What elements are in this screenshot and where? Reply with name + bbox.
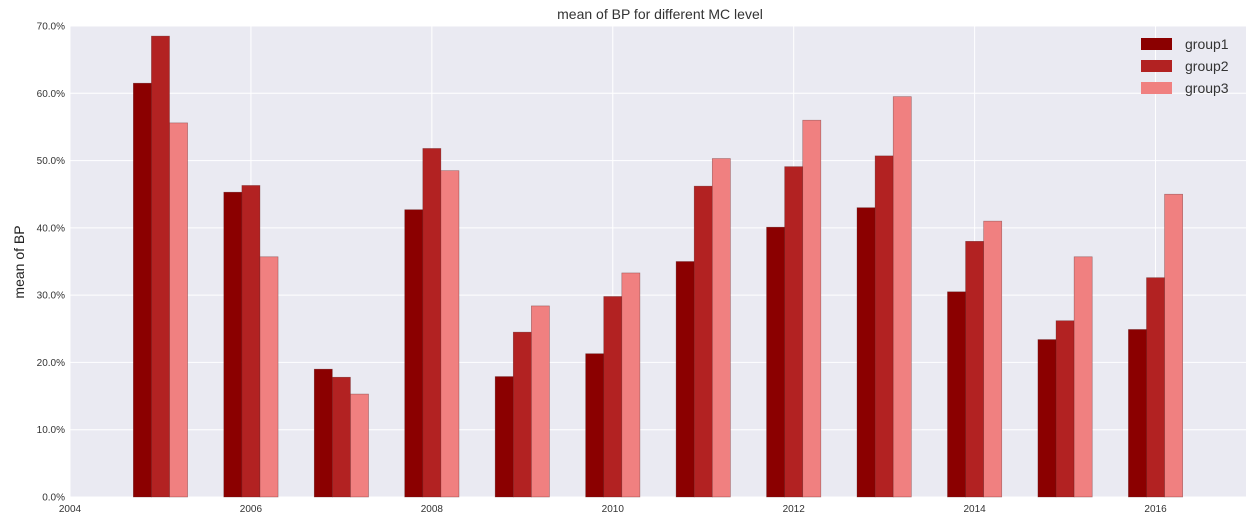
bar-group3-2014 <box>983 220 1003 498</box>
x-axis-ticks: 2004 2006 2008 2010 2012 2014 2016 <box>59 504 1167 515</box>
bar-group1-2015 <box>1037 339 1057 498</box>
bar-group1-2007 <box>313 368 333 498</box>
bar-group1-2016 <box>1128 329 1147 498</box>
x-tick-label: 2008 <box>421 504 444 515</box>
y-tick-label: 10.0% <box>37 425 65 436</box>
bar-group1-2009 <box>494 376 514 498</box>
legend-swatch-group1 <box>1141 38 1172 50</box>
bar-group3-2006 <box>259 256 279 498</box>
bar-group2-2015 <box>1055 320 1075 498</box>
y-axis-ticks: 0.0% 10.0% 20.0% 30.0% 40.0% 50.0% 60.0% 70.0% <box>37 22 65 504</box>
y-tick-label: 50.0% <box>37 156 65 167</box>
bar-group3-2009 <box>531 305 550 498</box>
legend-swatch-group2 <box>1141 60 1172 72</box>
x-tick-label: 2010 <box>602 504 625 515</box>
y-tick-label: 0.0% <box>42 493 65 504</box>
bar-group2-2011 <box>693 185 713 498</box>
bar-group1-2010 <box>585 353 605 498</box>
y-tick-label: 60.0% <box>37 89 65 100</box>
bar-group3-2007 <box>350 393 369 498</box>
legend-label-group2: group2 <box>1185 58 1229 74</box>
bar-group1-2005 <box>133 82 152 498</box>
bar-group3-2013 <box>892 96 912 498</box>
bar-group3-2010 <box>621 272 641 498</box>
y-tick-label: 70.0% <box>37 22 65 33</box>
bar-group3-2015 <box>1073 256 1093 498</box>
x-tick-label: 2016 <box>1144 504 1167 515</box>
bars <box>133 35 1183 498</box>
bar-group1-2011 <box>675 261 695 498</box>
x-tick-label: 2012 <box>783 504 806 515</box>
x-tick-label: 2014 <box>963 504 986 515</box>
bar-group2-2006 <box>241 185 261 498</box>
bar-group2-2008 <box>422 148 442 498</box>
bar-group1-2006 <box>223 191 243 498</box>
legend-label-group3: group3 <box>1185 80 1229 96</box>
bar-group2-2010 <box>603 296 623 498</box>
bar-group3-2005 <box>169 122 188 498</box>
bar-group3-2008 <box>440 170 460 498</box>
legend-swatch-group3 <box>1141 82 1172 94</box>
bar-group2-2007 <box>332 376 351 498</box>
bar-group1-2013 <box>856 207 876 498</box>
bar-group3-2011 <box>711 158 731 498</box>
bar-group2-2009 <box>512 331 532 498</box>
bar-group2-2012 <box>784 166 804 498</box>
bar-group3-2016 <box>1164 193 1183 498</box>
y-tick-label: 20.0% <box>37 358 65 369</box>
bar-group2-2016 <box>1146 277 1165 498</box>
legend: group1 group2 group3 <box>1141 36 1229 96</box>
x-tick-label: 2004 <box>59 504 82 515</box>
bar-group1-2008 <box>404 209 424 498</box>
bar-group1-2012 <box>766 226 785 498</box>
y-tick-label: 30.0% <box>37 291 65 302</box>
bar-group2-2005 <box>151 35 170 498</box>
y-axis-label: mean of BP <box>11 225 27 298</box>
bar-group2-2014 <box>965 241 984 498</box>
bar-group1-2014 <box>947 291 966 498</box>
bar-group2-2013 <box>874 155 894 498</box>
y-tick-label: 40.0% <box>37 223 65 234</box>
bar-group3-2012 <box>802 119 822 498</box>
legend-label-group1: group1 <box>1185 36 1229 52</box>
x-tick-label: 2006 <box>240 504 263 515</box>
chart-title: mean of BP for different MC level <box>557 6 763 22</box>
